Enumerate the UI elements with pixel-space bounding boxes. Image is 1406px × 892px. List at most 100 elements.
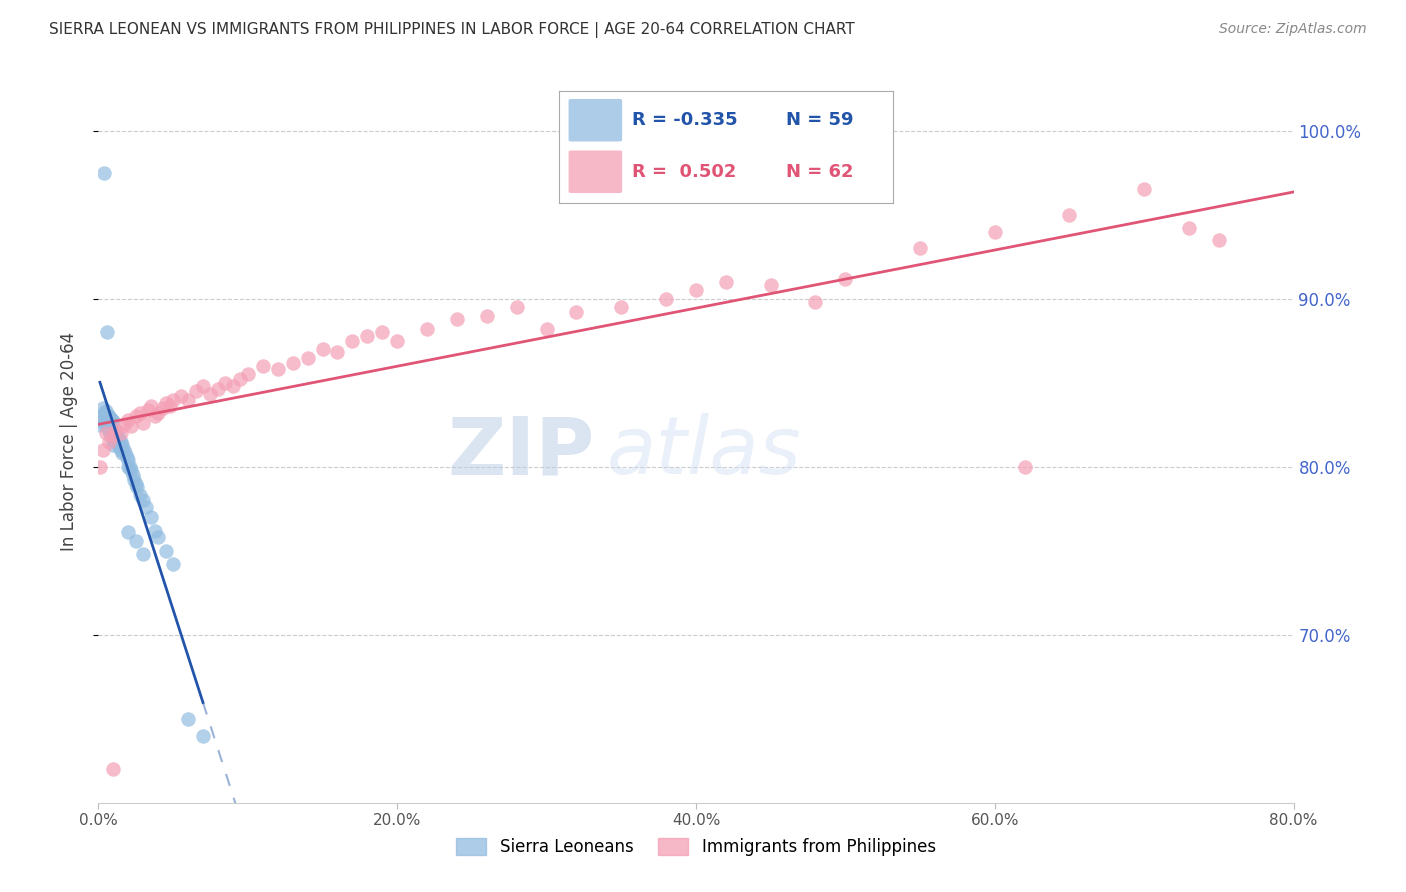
Point [155, 396, 177, 410]
Point [117, 453, 139, 467]
Point [93, 416, 115, 430]
Point [162, 558, 184, 572]
Point [207, 383, 229, 397]
Point [93, 406, 115, 420]
Point [135, 500, 157, 514]
Point [91, 442, 114, 457]
Point [118, 459, 141, 474]
Legend: Sierra Leoneans, Immigrants from Philippines: Sierra Leoneans, Immigrants from Philipp… [450, 831, 942, 863]
Point [114, 446, 136, 460]
Point [101, 413, 124, 427]
Point [136, 402, 159, 417]
Point [105, 434, 128, 449]
Point [105, 426, 128, 441]
Point [1208, 233, 1230, 247]
Point [200, 387, 222, 401]
Point [446, 311, 468, 326]
Point [97, 409, 120, 424]
Point [371, 326, 394, 340]
Y-axis label: In Labor Force | Age 20-64: In Labor Force | Age 20-64 [59, 332, 77, 551]
Point [655, 292, 678, 306]
Point [121, 468, 143, 483]
Point [229, 372, 252, 386]
Point [108, 440, 131, 454]
Point [124, 473, 146, 487]
Point [91, 413, 114, 427]
Point [129, 406, 152, 420]
Point [236, 368, 259, 382]
Point [834, 271, 856, 285]
Point [804, 295, 827, 310]
Point [610, 300, 633, 314]
Point [91, 401, 114, 415]
Point [1014, 459, 1036, 474]
Point [139, 510, 162, 524]
Point [356, 328, 378, 343]
Point [98, 411, 122, 425]
Point [125, 409, 148, 424]
Point [311, 342, 333, 356]
Point [177, 712, 200, 726]
Point [139, 399, 162, 413]
Point [110, 434, 132, 449]
Point [93, 166, 115, 180]
Point [565, 305, 588, 319]
Point [112, 442, 135, 457]
Point [96, 419, 118, 434]
Point [125, 476, 148, 491]
Point [103, 762, 125, 776]
Point [103, 414, 125, 428]
Point [104, 423, 127, 437]
Point [177, 392, 200, 407]
Point [89, 459, 111, 474]
Point [132, 547, 155, 561]
Point [103, 426, 125, 441]
Point [97, 434, 120, 449]
Point [162, 392, 184, 407]
Point [108, 433, 131, 447]
Point [184, 384, 207, 398]
Point [120, 463, 142, 477]
Point [117, 525, 139, 540]
Text: atlas: atlas [606, 413, 801, 491]
Point [107, 429, 129, 443]
Point [169, 389, 191, 403]
Point [152, 401, 174, 415]
Point [132, 416, 155, 430]
Point [101, 425, 124, 439]
Point [103, 433, 125, 447]
Point [385, 334, 409, 348]
Point [132, 493, 155, 508]
Point [1178, 221, 1201, 235]
Point [112, 417, 135, 432]
Point [125, 533, 148, 548]
Point [326, 345, 349, 359]
Point [89, 417, 111, 432]
Point [107, 436, 129, 450]
Point [117, 413, 139, 427]
Point [416, 322, 439, 336]
Point [94, 426, 117, 441]
Point [94, 416, 117, 430]
Point [159, 399, 181, 413]
Text: SIERRA LEONEAN VS IMMIGRANTS FROM PHILIPPINES IN LABOR FORCE | AGE 20-64 CORRELA: SIERRA LEONEAN VS IMMIGRANTS FROM PHILIP… [49, 22, 855, 38]
Point [120, 419, 142, 434]
Point [222, 379, 245, 393]
Point [536, 322, 558, 336]
Point [984, 225, 1007, 239]
Point [110, 426, 132, 441]
Point [101, 429, 124, 443]
Point [252, 359, 274, 373]
Point [98, 426, 122, 441]
Point [506, 300, 529, 314]
Point [111, 438, 134, 452]
Point [297, 351, 319, 365]
Point [143, 524, 166, 538]
Point [111, 446, 134, 460]
Point [342, 334, 364, 348]
Point [110, 442, 132, 457]
Point [104, 429, 127, 443]
Point [155, 543, 177, 558]
Point [103, 438, 125, 452]
Point [1133, 182, 1156, 196]
